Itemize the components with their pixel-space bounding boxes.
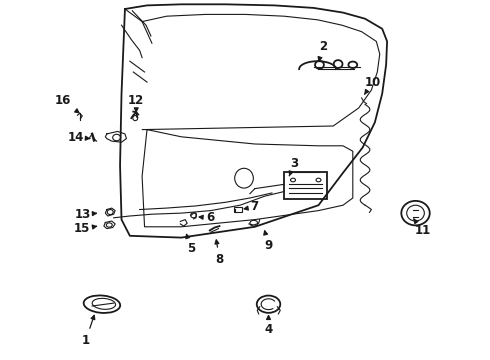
Text: 14: 14 xyxy=(68,131,90,144)
Text: 2: 2 xyxy=(318,40,327,61)
Text: 7: 7 xyxy=(244,201,259,213)
Text: 11: 11 xyxy=(414,219,431,237)
Text: 8: 8 xyxy=(215,240,223,266)
Bar xyxy=(234,207,242,212)
Text: 1: 1 xyxy=(82,315,95,347)
Text: 13: 13 xyxy=(74,208,97,221)
Text: 10: 10 xyxy=(364,76,381,94)
Text: 4: 4 xyxy=(265,316,272,336)
Text: 9: 9 xyxy=(264,231,272,252)
Text: 15: 15 xyxy=(74,222,97,235)
Text: 3: 3 xyxy=(289,157,298,176)
Text: 12: 12 xyxy=(128,94,145,113)
Text: 16: 16 xyxy=(54,94,79,113)
Text: 6: 6 xyxy=(199,211,215,224)
Text: 5: 5 xyxy=(186,234,195,255)
